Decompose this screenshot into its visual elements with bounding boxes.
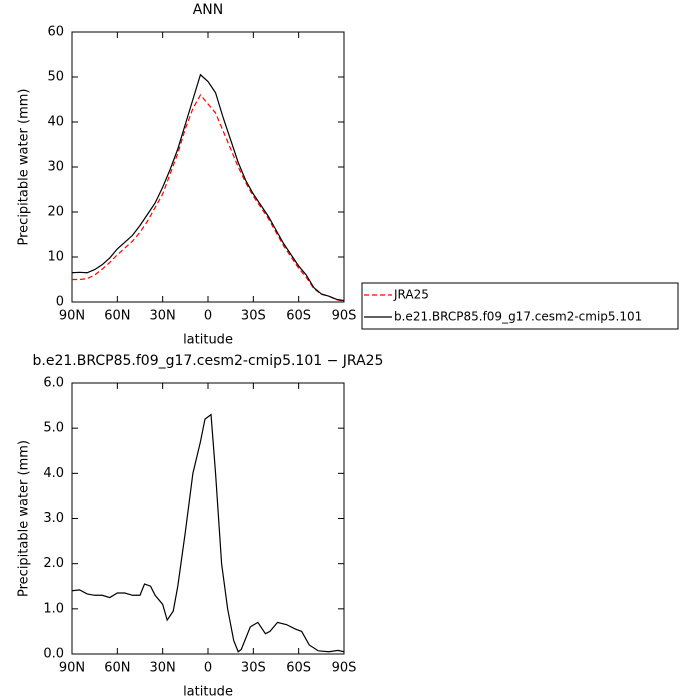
x-tick-label: 30N: [150, 661, 176, 676]
y-tick-label: 0: [56, 295, 64, 310]
y-axis-label: Precipitable water (mm): [17, 89, 32, 246]
y-tick-label: 50: [47, 70, 64, 85]
series-line: [72, 93, 345, 302]
y-tick-label: 1.0: [43, 601, 64, 616]
x-tick-label: 0: [204, 661, 212, 676]
x-tick-label: 0: [204, 309, 212, 324]
y-tick-label: 40: [47, 115, 64, 130]
x-tick-label: 90S: [332, 661, 357, 676]
x-axis-label: latitude: [183, 685, 233, 700]
legend-label: JRA25: [393, 288, 429, 302]
y-tick-label: 0.0: [43, 647, 64, 662]
chart-title: b.e21.BRCP85.f09_g17.cesm2-cmip5.101 − J…: [33, 353, 384, 369]
plot-frame: [71, 382, 345, 655]
legend-label: b.e21.BRCP85.f09_g17.cesm2-cmip5.101: [394, 310, 642, 324]
x-tick-label: 60S: [286, 661, 311, 676]
y-tick-label: 6.0: [43, 376, 64, 391]
y-tick-label: 3.0: [43, 511, 64, 526]
y-tick-label: 5.0: [43, 421, 64, 436]
x-tick-label: 90N: [59, 309, 85, 324]
x-axis-label: latitude: [183, 333, 233, 348]
y-tick-label: 10: [47, 250, 64, 265]
legend-box: [361, 282, 679, 330]
x-tick-label: 60S: [286, 309, 311, 324]
y-axis-label: Precipitable water (mm): [17, 440, 32, 597]
x-tick-label: 30N: [150, 309, 176, 324]
x-tick-label: 90N: [59, 661, 85, 676]
y-tick-label: 60: [47, 25, 64, 40]
x-tick-label: 60N: [104, 661, 130, 676]
x-tick-label: 30S: [241, 309, 266, 324]
x-tick-label: 30S: [241, 661, 266, 676]
chart-title: ANN: [193, 2, 224, 18]
plot-frame: [71, 31, 345, 303]
y-tick-label: 20: [47, 205, 64, 220]
x-tick-label: 60N: [104, 309, 130, 324]
y-tick-label: 4.0: [43, 466, 64, 481]
y-tick-label: 2.0: [43, 556, 64, 571]
series-line: [71, 413, 345, 653]
x-tick-label: 90S: [332, 309, 357, 324]
series-line: [71, 73, 345, 302]
y-tick-label: 30: [47, 160, 64, 175]
